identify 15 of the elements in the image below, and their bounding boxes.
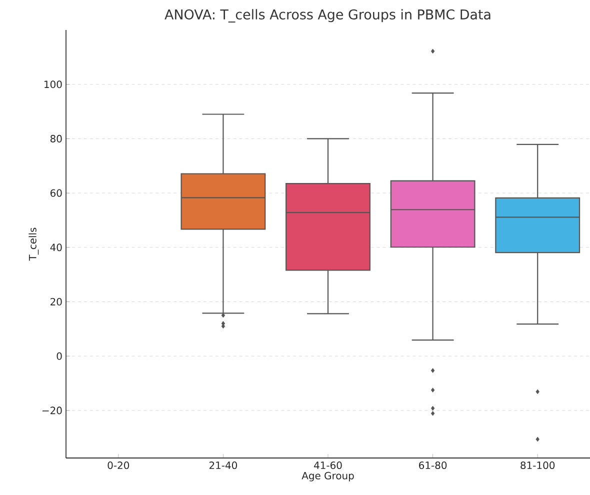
x-axis-title: Age Group [302, 472, 354, 482]
chart-title: ANOVA: T_cells Across Age Groups in PBMC Data [164, 9, 490, 22]
y-tick-label: 0 [56, 352, 62, 360]
x-tick-label: 21-40 [209, 462, 238, 470]
y-tick-label: 60 [50, 189, 62, 197]
x-tick-label: 81-100 [520, 462, 555, 470]
y-tick-label: 40 [50, 244, 62, 252]
y-tick-label: 20 [50, 298, 62, 306]
y-tick-label: 80 [50, 134, 62, 142]
y-tick-label: −20 [42, 406, 62, 414]
x-tick-label: 61-80 [419, 462, 447, 470]
x-tick-label: 41-60 [314, 462, 342, 470]
x-tick-label: 0-20 [108, 462, 130, 470]
y-tick-label: 100 [44, 80, 62, 88]
y-axis-title: T_cells [28, 228, 39, 261]
